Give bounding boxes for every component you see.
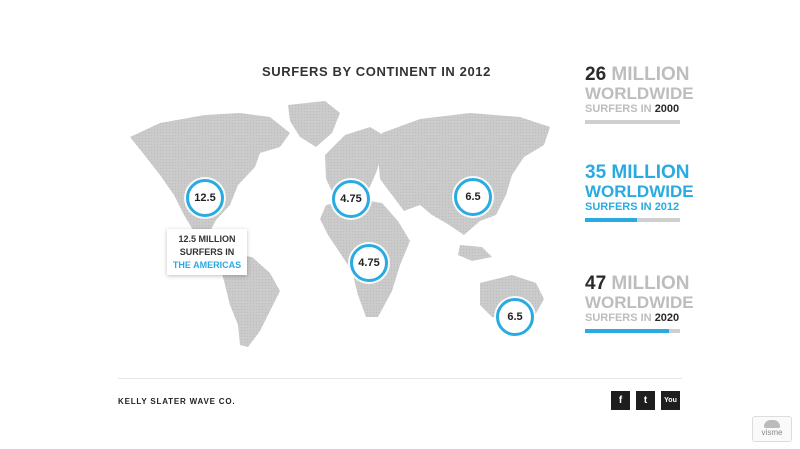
region-value-asia[interactable]: 6.5 [454,178,492,216]
stat-progress-bar [585,329,680,333]
chart-title: SURFERS BY CONTINENT IN 2012 [262,64,491,79]
brand-name: KELLY SLATER WAVE CO. [118,397,236,406]
visme-text: visme [761,428,783,437]
stat-line-3: SURFERS IN [585,201,652,213]
continent-islands [458,245,492,261]
stat-year: 2012 [654,201,680,213]
stat-line-3: SURFERS IN [585,312,652,324]
stat-year: 2000 [654,103,680,115]
stat-number: 35 [585,162,607,183]
callout-line-1: 12.5 MILLION [178,234,236,244]
visme-watermark[interactable]: visme [752,416,792,442]
stat-unit: MILLION [611,64,690,85]
stat-unit: MILLION [611,162,690,183]
callout-line-3: THE AMERICAS [172,260,242,270]
footer-divider [118,378,682,379]
stat-progress-bar [585,120,680,124]
callout-line-2: SURFERS IN [179,247,235,257]
facebook-icon[interactable]: f [611,391,630,410]
continent-europe [325,127,390,197]
continent-south-america [220,253,280,347]
stat-line-2: WORLDWIDE [585,293,694,312]
visme-logo-icon [764,420,780,428]
stat-2000: 26 MILLION WORLDWIDE SURFERS IN 2000 [585,64,694,124]
stat-progress-fill [585,218,638,222]
region-value-australia[interactable]: 6.5 [496,298,534,336]
stat-year: 2020 [654,312,680,324]
stat-line-2: WORLDWIDE [585,84,694,103]
stat-number: 47 [585,273,607,294]
continent-asia [378,113,550,235]
stat-number: 26 [585,64,607,85]
stat-line-2: WORLDWIDE [585,182,694,201]
twitter-icon[interactable]: t [636,391,655,410]
stat-progress-fill [585,329,669,333]
region-callout: 12.5 MILLION SURFERS IN THE AMERICAS [167,229,247,275]
region-value-europe[interactable]: 4.75 [332,180,370,218]
stat-line-3: SURFERS IN [585,103,652,115]
youtube-icon[interactable]: You [661,391,680,410]
region-value-africa[interactable]: 4.75 [350,244,388,282]
stat-unit: MILLION [611,273,690,294]
stat-2012: 35 MILLION WORLDWIDE SURFERS IN 2012 [585,162,694,222]
continent-greenland [288,101,340,147]
stat-2020: 47 MILLION WORLDWIDE SURFERS IN 2020 [585,273,694,333]
region-value-north-america[interactable]: 12.5 [186,179,224,217]
stat-progress-bar [585,218,680,222]
